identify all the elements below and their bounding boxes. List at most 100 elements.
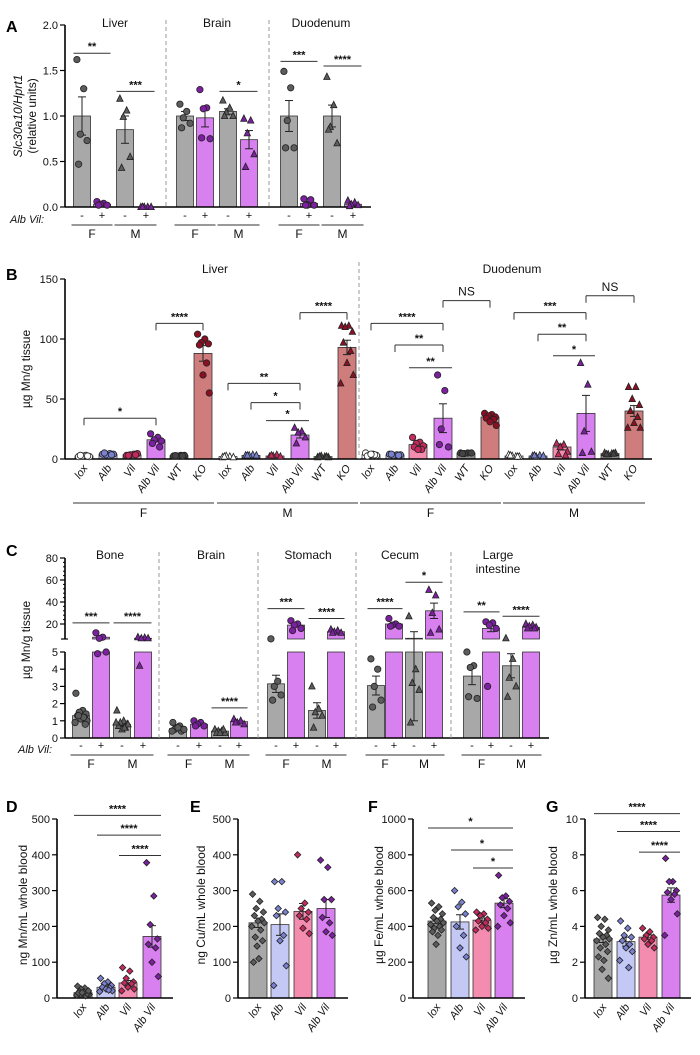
- data-point: [132, 451, 140, 459]
- x-tick-label: Alb: [95, 463, 115, 484]
- y-axis-label: ng Mn/mL whole blood: [16, 845, 30, 965]
- data-point: [320, 895, 328, 904]
- data-point: [150, 892, 158, 900]
- data-point: [592, 936, 601, 945]
- data-point: [220, 111, 229, 119]
- data-point: [290, 423, 299, 431]
- data-point: [486, 418, 494, 426]
- data-point: [310, 201, 318, 209]
- significance-label: ****: [651, 840, 669, 852]
- data-point: [276, 451, 285, 460]
- data-point: [243, 450, 252, 459]
- data-point: [270, 877, 279, 886]
- significance-label: ****: [171, 311, 189, 323]
- data-point: [156, 443, 164, 451]
- data-point: [587, 447, 596, 455]
- data-point: [322, 928, 330, 936]
- data-point: [322, 451, 331, 460]
- x-tick-label: -: [374, 740, 378, 752]
- x-tick-label: -: [123, 210, 127, 222]
- bar-group: [196, 108, 214, 208]
- data-point: [502, 892, 510, 900]
- data-point: [153, 935, 162, 943]
- x-tick-label: +: [488, 740, 494, 752]
- data-point: [467, 449, 475, 457]
- x-tick-label: Vil: [122, 462, 139, 479]
- bar: [240, 139, 258, 208]
- data-point: [293, 851, 302, 859]
- x-tick-label: -: [330, 210, 334, 222]
- data-point: [670, 890, 679, 898]
- significance-label: ***: [293, 49, 307, 61]
- data-point: [120, 979, 129, 987]
- data-point: [464, 693, 473, 701]
- data-point: [74, 712, 83, 720]
- data-point: [274, 677, 282, 685]
- data-point: [307, 196, 315, 204]
- data-point: [117, 987, 126, 995]
- data-point: [281, 908, 290, 916]
- data-point: [432, 940, 440, 949]
- data-point: [254, 917, 262, 925]
- data-point: [428, 928, 437, 936]
- data-point: [500, 911, 508, 920]
- data-point: [337, 628, 345, 636]
- data-point: [345, 201, 354, 210]
- data-point: [408, 678, 417, 686]
- data-point: [260, 919, 269, 927]
- bar-group: [293, 902, 313, 999]
- significance-label: **: [260, 371, 269, 383]
- data-point: [673, 910, 682, 918]
- x-tick-label: lox: [360, 462, 378, 481]
- data-point: [640, 935, 649, 943]
- y-axis-label: µg Mn/g tissue: [19, 601, 33, 680]
- data-point: [255, 954, 263, 963]
- group-title: Duodenum: [483, 262, 542, 276]
- data-point: [603, 947, 612, 956]
- significance-label: ****: [398, 311, 416, 323]
- data-point: [616, 917, 625, 925]
- data-point: [147, 202, 155, 211]
- data-point: [429, 913, 438, 922]
- sex-label: M: [283, 506, 293, 520]
- data-point: [250, 911, 259, 920]
- data-point: [609, 448, 618, 457]
- x-tick-label: -: [80, 210, 84, 222]
- data-point: [530, 623, 539, 632]
- data-point: [95, 634, 103, 642]
- data-point: [199, 105, 207, 113]
- bar-group: [463, 666, 481, 739]
- data-point: [512, 681, 520, 690]
- x-tick-label: Alb Vil: [482, 1001, 510, 1035]
- x-tick-label: -: [287, 210, 291, 222]
- bar: [219, 111, 237, 208]
- data-point: [282, 962, 291, 970]
- data-point: [663, 888, 672, 897]
- data-point: [561, 450, 570, 459]
- data-point: [308, 681, 316, 690]
- group-title: Bone: [96, 548, 124, 562]
- data-point: [624, 963, 633, 972]
- data-point: [602, 449, 611, 458]
- data-point: [176, 100, 184, 108]
- data-point: [377, 696, 385, 704]
- data-point: [318, 710, 326, 719]
- sex-label: M: [569, 506, 579, 520]
- data-point: [665, 877, 673, 886]
- data-point: [494, 871, 503, 880]
- y-tick-label: 400: [213, 850, 231, 862]
- x-tick-label: -: [120, 740, 124, 752]
- panel-a: [73, 96, 362, 208]
- data-point: [116, 94, 124, 102]
- y-tick-label: 600: [388, 886, 406, 898]
- data-point: [137, 633, 146, 642]
- x-tick-label: +: [306, 210, 312, 222]
- significance-label: ***: [544, 301, 558, 313]
- data-point: [180, 725, 188, 734]
- data-point: [370, 682, 378, 691]
- data-point: [348, 327, 357, 335]
- y-tick-label: 4: [572, 921, 578, 933]
- data-point: [435, 624, 443, 633]
- bar-group: [287, 622, 305, 739]
- data-point: [646, 928, 654, 936]
